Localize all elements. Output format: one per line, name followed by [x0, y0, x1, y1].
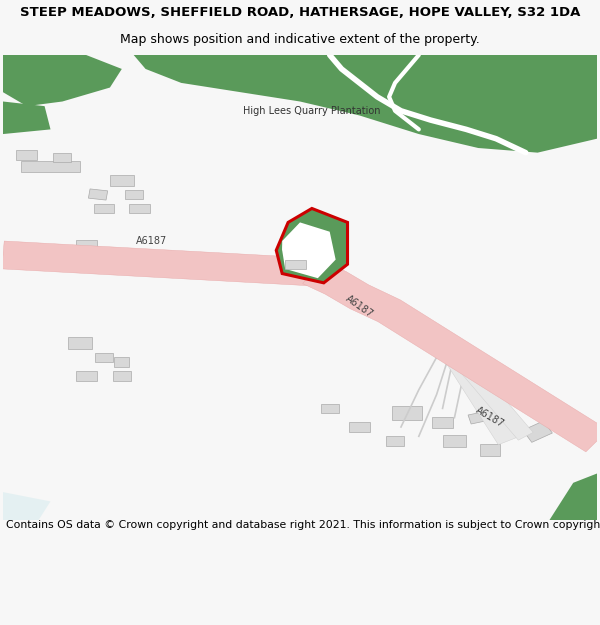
Polygon shape [134, 55, 597, 152]
Polygon shape [282, 222, 335, 278]
Polygon shape [76, 371, 97, 381]
Polygon shape [443, 435, 466, 447]
Polygon shape [392, 406, 422, 420]
Polygon shape [76, 240, 97, 251]
Text: Map shows position and indicative extent of the property.: Map shows position and indicative extent… [120, 33, 480, 46]
Polygon shape [106, 250, 126, 259]
Text: A6187: A6187 [136, 236, 167, 246]
Polygon shape [321, 404, 338, 413]
Polygon shape [16, 151, 37, 159]
Text: High Lees Quarry Plantation: High Lees Quarry Plantation [243, 106, 380, 116]
Polygon shape [2, 241, 331, 287]
Polygon shape [88, 189, 107, 200]
Text: A6187: A6187 [474, 406, 506, 430]
Polygon shape [285, 259, 306, 269]
Text: A6187: A6187 [344, 293, 375, 319]
Polygon shape [125, 190, 143, 199]
Polygon shape [439, 344, 517, 445]
Polygon shape [432, 416, 453, 428]
Polygon shape [386, 436, 404, 446]
Polygon shape [110, 175, 134, 186]
Polygon shape [94, 204, 115, 213]
Polygon shape [129, 204, 150, 213]
Polygon shape [3, 492, 50, 520]
Polygon shape [282, 232, 312, 250]
Polygon shape [95, 352, 113, 362]
Polygon shape [131, 255, 149, 264]
Polygon shape [550, 474, 597, 520]
Polygon shape [468, 411, 488, 424]
Text: STEEP MEADOWS, SHEFFIELD ROAD, HATHERSAGE, HOPE VALLEY, S32 1DA: STEEP MEADOWS, SHEFFIELD ROAD, HATHERSAG… [20, 6, 580, 19]
Polygon shape [276, 209, 347, 283]
Polygon shape [479, 444, 500, 456]
Text: Contains OS data © Crown copyright and database right 2021. This information is : Contains OS data © Crown copyright and d… [6, 520, 600, 530]
Polygon shape [115, 357, 129, 366]
Polygon shape [459, 362, 533, 440]
Polygon shape [303, 260, 600, 452]
Polygon shape [490, 415, 526, 439]
Polygon shape [349, 422, 370, 432]
Polygon shape [3, 101, 50, 134]
Polygon shape [113, 371, 131, 381]
Polygon shape [21, 161, 80, 172]
Polygon shape [68, 338, 92, 349]
Polygon shape [3, 55, 122, 106]
Polygon shape [53, 152, 71, 162]
Polygon shape [523, 421, 553, 442]
